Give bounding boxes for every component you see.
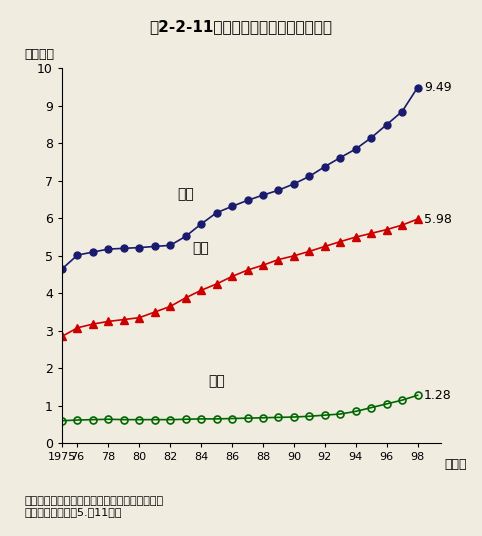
Text: 9.49: 9.49 bbox=[424, 81, 451, 94]
Text: 私立: 私立 bbox=[193, 241, 210, 255]
Text: （万人）: （万人） bbox=[24, 48, 54, 61]
Text: 公立: 公立 bbox=[208, 374, 225, 388]
Text: 1.28: 1.28 bbox=[424, 389, 452, 402]
Text: 国立: 国立 bbox=[177, 187, 194, 201]
Text: 第2-2-11図　大学等の研究者数の推移: 第2-2-11図 大学等の研究者数の推移 bbox=[149, 19, 333, 34]
Text: 資料：総務庁統計局「科学技術研究調査報告」
（参照：付属資料5.（11））: 資料：総務庁統計局「科学技術研究調査報告」 （参照：付属資料5.（11）） bbox=[24, 496, 163, 517]
Text: 5.98: 5.98 bbox=[424, 213, 452, 226]
Text: （年）: （年） bbox=[444, 458, 467, 471]
